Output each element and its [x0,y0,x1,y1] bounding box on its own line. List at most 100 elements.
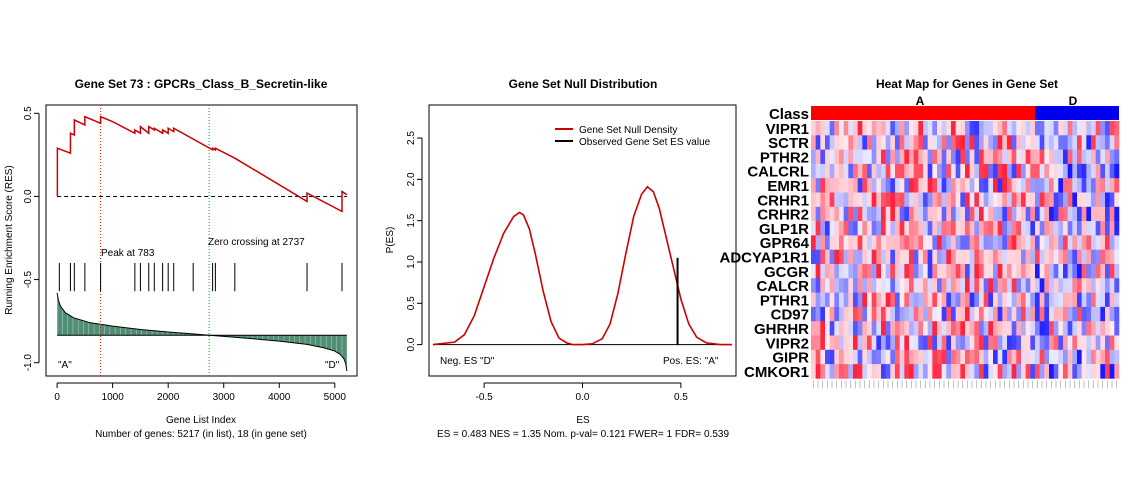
heatmap-cell [876,135,882,150]
heatmap-cell [885,121,891,136]
heatmap-cell [997,264,1003,279]
heatmap-cell [1002,292,1008,308]
heatmap-cell [815,264,821,279]
heatmap-cell [839,249,844,265]
heatmap-cell [1067,235,1073,250]
heatmap-cell [1039,364,1045,379]
heatmap-cell [1091,121,1096,136]
heatmap-cell [918,121,924,136]
heatmap-cell [1011,349,1017,365]
heatmap-cell [1067,163,1073,179]
heatmap-cell [1002,235,1008,250]
heatmap-cell [923,135,928,150]
heatmap-cell [1091,335,1096,351]
heatmap-cell [909,278,914,293]
heatmap-cell [871,278,877,293]
heatmap-cell [988,121,994,136]
heatmap-cell [1039,335,1045,351]
heatmap-cell [1053,292,1059,308]
heatmap-cell [1091,264,1096,279]
heatmap-cell [918,249,924,265]
heatmap-cell [969,206,975,222]
heatmap-cell [848,321,854,336]
heatmap-cell [867,321,872,336]
heatmap-cell [988,149,994,165]
heatmap-cell [1067,292,1073,308]
heatmap-cell [1114,335,1120,351]
heatmap-cell [909,221,914,236]
heatmap-cell [1077,192,1082,208]
heatmap-cell [909,135,914,150]
heatmap-cell [895,192,900,208]
heatmap-cell [890,364,896,379]
heatmap-cell [1016,163,1022,179]
heatmap-cell [988,221,994,236]
heatmap-cell [871,206,877,222]
heatmap-cell [848,292,854,308]
heatmap-cell [969,249,975,265]
heatmap-cell [913,192,919,208]
heatmap-cell [932,349,938,365]
heatmap-cell [820,349,826,365]
heatmap-cell [969,264,975,279]
heatmap-cell [1030,163,1036,179]
heatmap-cell [1030,192,1036,208]
heatmap-cell [969,364,975,379]
heatmap-cell [918,321,924,336]
heatmap-cell [890,306,896,322]
heatmap-cell [885,235,891,250]
heatmap-cell [918,292,924,308]
class-bar-d [1035,106,1119,120]
heatmap-cell [871,349,877,365]
heatmap-cell [979,221,984,236]
heatmap-cell [946,306,952,322]
heatmap-cell [899,321,905,336]
heatmap-cell [857,349,863,365]
heatmap-cell [839,163,844,179]
heatmap-cell [1063,278,1068,293]
heatmap-cell [857,292,863,308]
heatmap-cell [946,163,952,179]
heatmap-cell [1109,292,1115,308]
heatmap-cell [899,349,905,365]
heatmap-cell [1109,306,1115,322]
heatmap-cell [965,221,970,236]
heatmap-cell [1058,149,1064,165]
heatmap-cell [951,235,956,250]
heatmap-cell [923,149,928,165]
heatmap-cell [1095,364,1101,379]
heatmap-cell [1095,264,1101,279]
x-tick-label: 0 [54,392,60,403]
heatmap-cell [1007,364,1012,379]
heatmap-cell [848,192,854,208]
heatmap-cell [857,178,863,193]
heatmap-cell [1100,221,1106,236]
heatmap-cell [876,235,882,250]
heatmap-cell [1021,264,1026,279]
heatmap-cell [1053,121,1059,136]
heatmap-cell [1058,163,1064,179]
heatmap-cell [871,292,877,308]
heatmap-cell [1049,221,1054,236]
heatmap-cell [1091,235,1096,250]
heatmap-cell [1100,349,1106,365]
heatmap-cell [1067,321,1073,336]
heatmap-cell [1058,321,1064,336]
heatmap-cell [1053,335,1059,351]
heatmap-cell [1086,278,1092,293]
heatmap-cell [1058,235,1064,250]
heatmap-cell [941,278,947,293]
heatmap-cell [862,306,868,322]
heatmap-cell [997,235,1003,250]
heatmap-cell [867,178,872,193]
heatmap-cell [881,235,886,250]
heatmap-cell [1109,349,1115,365]
heatmap-cell [853,292,858,308]
heatmap-cell [871,335,877,351]
heatmap-cell [1100,135,1106,150]
heatmap-cell [848,178,854,193]
heatmap-cell [1049,121,1054,136]
heatmap-cell [1063,163,1068,179]
heatmap-class-d-label: D [1069,94,1078,108]
heatmap-cell [927,135,933,150]
